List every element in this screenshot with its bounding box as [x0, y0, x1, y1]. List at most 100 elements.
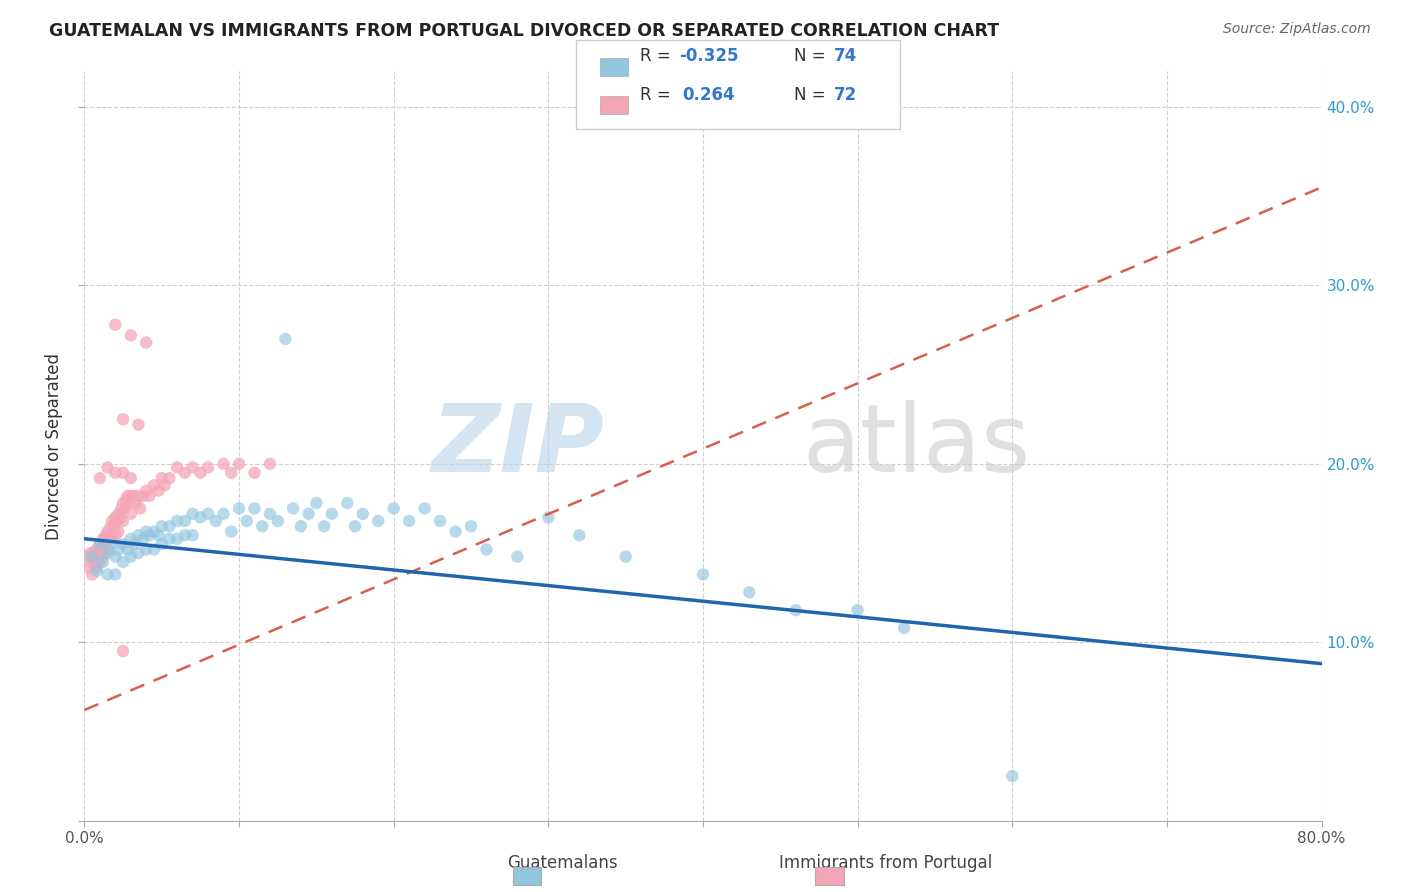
- Point: [181, 460, 204, 475]
- Point: [112, 555, 135, 569]
- Point: [96, 542, 118, 557]
- Point: [228, 501, 250, 516]
- Point: [100, 519, 122, 533]
- Point: [124, 496, 146, 510]
- Text: R =: R =: [640, 47, 676, 65]
- Point: [96, 460, 118, 475]
- Point: [135, 483, 157, 498]
- Point: [104, 318, 127, 332]
- Point: [267, 514, 290, 528]
- Point: [429, 514, 451, 528]
- Y-axis label: Divorced or Separated: Divorced or Separated: [45, 352, 63, 540]
- Point: [127, 546, 149, 560]
- Point: [77, 560, 100, 574]
- Text: 74: 74: [834, 47, 858, 65]
- Point: [305, 496, 328, 510]
- Point: [382, 501, 405, 516]
- Point: [413, 501, 436, 516]
- Point: [228, 457, 250, 471]
- Text: GUATEMALAN VS IMMIGRANTS FROM PORTUGAL DIVORCED OR SEPARATED CORRELATION CHART: GUATEMALAN VS IMMIGRANTS FROM PORTUGAL D…: [49, 22, 1000, 40]
- Point: [205, 514, 228, 528]
- Point: [460, 519, 482, 533]
- Point: [112, 412, 135, 426]
- Point: [219, 524, 242, 539]
- Point: [738, 585, 761, 599]
- Point: [250, 519, 273, 533]
- Point: [166, 532, 188, 546]
- Point: [132, 532, 155, 546]
- Point: [692, 567, 714, 582]
- Point: [104, 510, 127, 524]
- Point: [135, 524, 157, 539]
- Point: [76, 549, 98, 564]
- Point: [108, 510, 131, 524]
- Point: [91, 555, 114, 569]
- Point: [89, 537, 111, 551]
- Point: [166, 514, 188, 528]
- Point: [86, 564, 108, 578]
- Point: [94, 528, 117, 542]
- Point: [84, 555, 107, 569]
- Point: [159, 519, 180, 533]
- Text: 72: 72: [834, 86, 858, 103]
- Point: [101, 532, 124, 546]
- Point: [120, 549, 142, 564]
- Point: [112, 466, 135, 480]
- Point: [110, 501, 132, 516]
- Text: ZIP: ZIP: [432, 400, 605, 492]
- Point: [120, 471, 142, 485]
- Point: [188, 510, 211, 524]
- Point: [135, 335, 157, 350]
- Point: [112, 644, 135, 658]
- Point: [143, 542, 166, 557]
- Point: [243, 501, 266, 516]
- Point: [120, 532, 142, 546]
- Point: [96, 567, 118, 582]
- Point: [321, 507, 343, 521]
- Point: [893, 621, 915, 635]
- Point: [114, 501, 136, 516]
- Point: [343, 519, 366, 533]
- Point: [290, 519, 312, 533]
- Point: [86, 560, 108, 574]
- Point: [117, 542, 139, 557]
- Point: [107, 524, 129, 539]
- Point: [87, 549, 110, 564]
- Point: [506, 549, 529, 564]
- Point: [150, 537, 173, 551]
- Point: [143, 478, 166, 492]
- Point: [148, 528, 170, 542]
- Point: [174, 514, 197, 528]
- Text: Source: ZipAtlas.com: Source: ZipAtlas.com: [1223, 22, 1371, 37]
- Point: [120, 328, 142, 343]
- Point: [150, 471, 173, 485]
- Point: [537, 510, 560, 524]
- Point: [166, 460, 188, 475]
- Point: [105, 514, 128, 528]
- Point: [89, 555, 111, 569]
- Point: [150, 519, 173, 533]
- Point: [103, 519, 125, 533]
- Point: [312, 519, 335, 533]
- Point: [120, 507, 142, 521]
- Point: [243, 466, 266, 480]
- Point: [367, 514, 389, 528]
- Point: [444, 524, 467, 539]
- Point: [174, 528, 197, 542]
- Point: [143, 524, 166, 539]
- Point: [127, 417, 149, 432]
- Point: [181, 528, 204, 542]
- Point: [259, 457, 281, 471]
- Point: [212, 507, 235, 521]
- Point: [197, 507, 219, 521]
- Point: [1001, 769, 1024, 783]
- Point: [153, 478, 176, 492]
- Point: [212, 457, 235, 471]
- Point: [101, 537, 124, 551]
- Point: [115, 492, 138, 507]
- Point: [93, 537, 115, 551]
- Point: [174, 466, 197, 480]
- Point: [104, 567, 127, 582]
- Point: [188, 466, 211, 480]
- Point: [235, 514, 259, 528]
